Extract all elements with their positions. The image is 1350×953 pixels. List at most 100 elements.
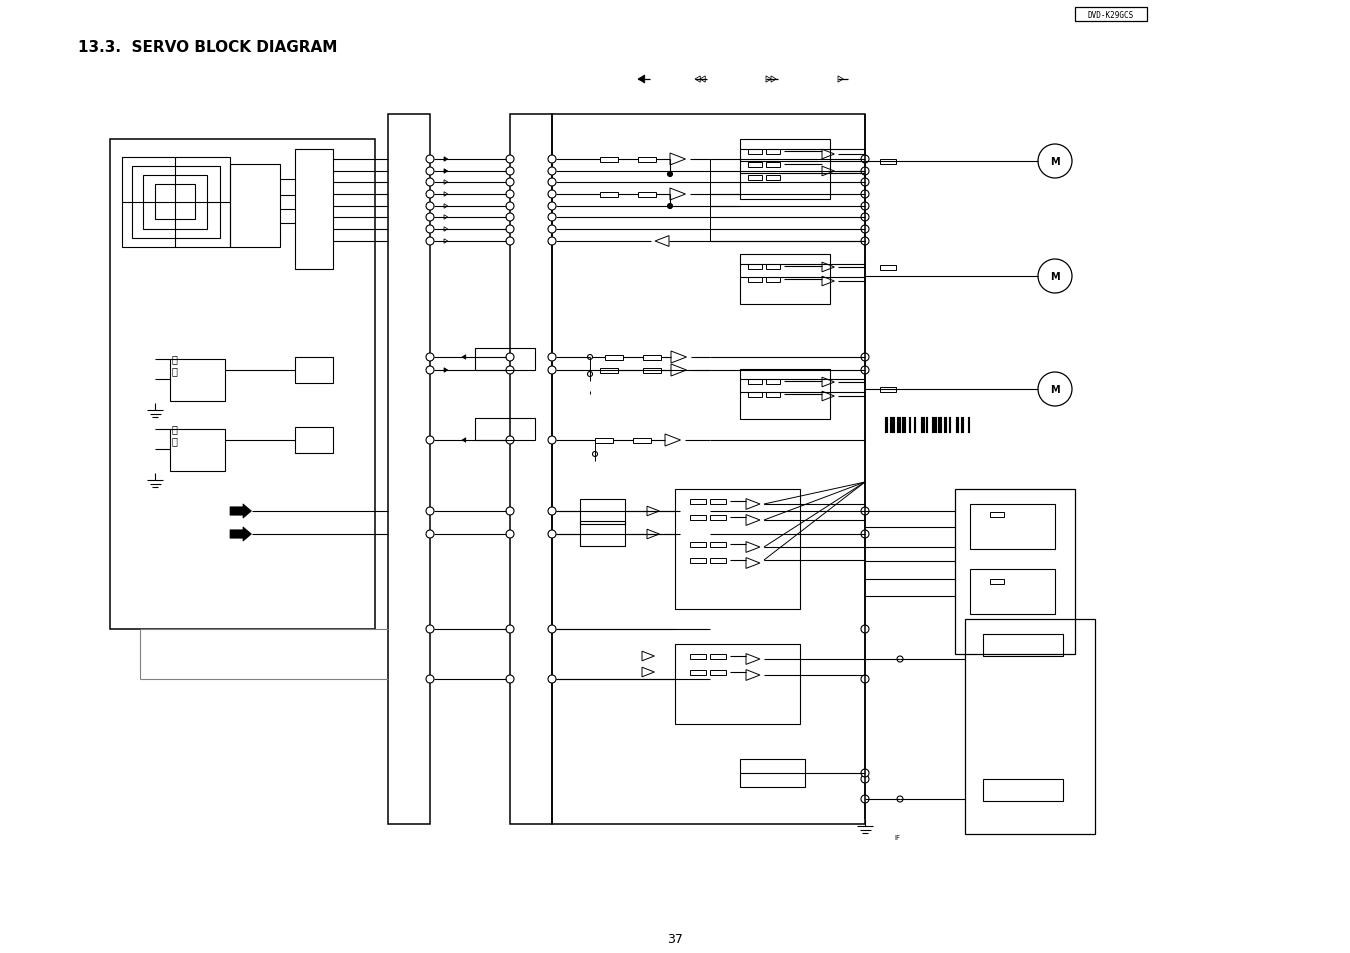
Polygon shape <box>838 77 844 83</box>
Circle shape <box>548 676 556 683</box>
Circle shape <box>548 168 556 175</box>
Bar <box>748 277 761 282</box>
Circle shape <box>548 367 556 375</box>
Bar <box>296 357 333 384</box>
Circle shape <box>861 191 869 199</box>
Circle shape <box>896 657 903 662</box>
Bar <box>109 140 375 629</box>
Polygon shape <box>444 205 448 209</box>
Bar <box>643 355 662 360</box>
Circle shape <box>861 213 869 222</box>
Circle shape <box>506 507 514 516</box>
Bar <box>949 417 950 434</box>
Circle shape <box>548 625 556 634</box>
Circle shape <box>506 625 514 634</box>
Circle shape <box>587 355 593 360</box>
Bar <box>880 387 896 392</box>
Circle shape <box>506 226 514 233</box>
Circle shape <box>861 203 869 211</box>
Circle shape <box>427 168 433 175</box>
Bar <box>956 417 960 434</box>
Bar <box>1075 8 1148 22</box>
Circle shape <box>861 531 869 538</box>
Bar <box>710 558 726 563</box>
Bar <box>938 417 942 434</box>
Circle shape <box>548 213 556 222</box>
Bar <box>690 558 706 563</box>
Bar <box>765 392 780 397</box>
Polygon shape <box>462 355 466 360</box>
Circle shape <box>506 354 514 361</box>
Text: ⑂: ⑂ <box>171 366 178 375</box>
Bar <box>599 193 618 197</box>
Circle shape <box>427 213 433 222</box>
Bar <box>909 417 911 434</box>
Bar <box>170 359 225 401</box>
Circle shape <box>548 531 556 538</box>
Circle shape <box>506 367 514 375</box>
Bar <box>931 417 937 434</box>
Bar <box>740 760 805 787</box>
Circle shape <box>861 367 869 375</box>
Polygon shape <box>444 157 448 162</box>
Polygon shape <box>444 193 448 197</box>
Bar <box>926 417 929 434</box>
Circle shape <box>861 676 869 683</box>
Circle shape <box>861 168 869 175</box>
Bar <box>690 499 706 504</box>
Text: IF: IF <box>894 834 900 841</box>
Bar <box>475 418 535 440</box>
Polygon shape <box>771 77 776 83</box>
Bar <box>968 417 969 434</box>
Circle shape <box>506 436 514 444</box>
Bar <box>965 619 1095 834</box>
Text: ⑂: ⑂ <box>171 423 178 434</box>
Circle shape <box>861 625 869 634</box>
Bar <box>990 512 1004 517</box>
Circle shape <box>506 203 514 211</box>
Polygon shape <box>230 504 251 518</box>
Bar <box>983 780 1062 801</box>
Bar <box>143 175 207 230</box>
Bar <box>765 277 780 282</box>
Bar <box>748 392 761 397</box>
Bar <box>122 158 230 248</box>
Circle shape <box>896 796 903 802</box>
Circle shape <box>427 179 433 187</box>
Circle shape <box>427 191 433 199</box>
Text: DVD-K29GCS: DVD-K29GCS <box>1088 10 1134 19</box>
Circle shape <box>861 795 869 803</box>
Circle shape <box>548 237 556 246</box>
Bar <box>510 115 552 824</box>
Circle shape <box>593 452 598 457</box>
Polygon shape <box>444 170 448 174</box>
Text: M: M <box>1050 157 1060 167</box>
Bar <box>748 379 761 384</box>
Bar <box>765 150 780 154</box>
Circle shape <box>861 354 869 361</box>
Polygon shape <box>444 369 448 373</box>
Bar <box>296 150 333 270</box>
Bar <box>748 150 761 154</box>
Circle shape <box>427 507 433 516</box>
Text: M: M <box>1050 272 1060 282</box>
Polygon shape <box>444 228 448 232</box>
Circle shape <box>548 191 556 199</box>
Bar <box>914 417 917 434</box>
Bar <box>944 417 948 434</box>
Bar <box>740 140 830 200</box>
Circle shape <box>861 226 869 233</box>
Bar <box>690 654 706 659</box>
Text: ⑂: ⑂ <box>171 354 178 364</box>
Circle shape <box>587 372 593 377</box>
Circle shape <box>548 354 556 361</box>
Polygon shape <box>765 77 771 83</box>
Bar <box>971 504 1054 550</box>
Bar <box>740 370 830 419</box>
Bar <box>710 670 726 675</box>
Bar <box>633 438 651 443</box>
Bar <box>748 162 761 168</box>
Circle shape <box>506 168 514 175</box>
Circle shape <box>506 191 514 199</box>
Circle shape <box>548 226 556 233</box>
